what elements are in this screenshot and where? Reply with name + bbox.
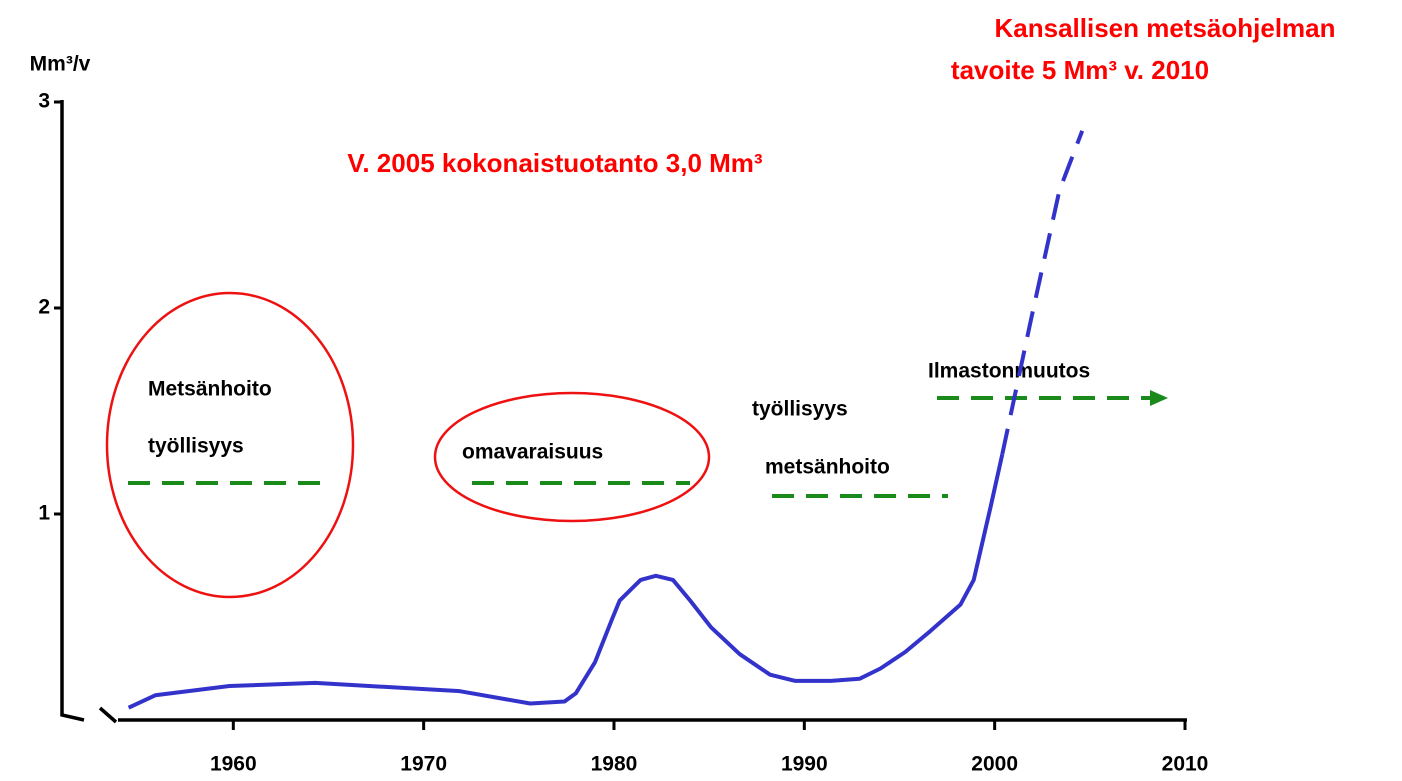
y-axis-label: Mm³/v — [30, 53, 91, 76]
annotation: metsänhoito — [765, 456, 890, 479]
x-tick-label: 2010 — [1162, 753, 1209, 776]
data-line — [1000, 130, 1085, 455]
annotation: työllisyys — [148, 435, 244, 458]
axis-break — [98, 706, 118, 724]
chart-title: tavoite 5 Mm³ v. 2010 — [951, 55, 1209, 85]
x-tick-label: 1980 — [591, 753, 638, 776]
x-tick-label: 1990 — [781, 753, 828, 776]
y-tick-label: 1 — [38, 502, 50, 525]
x-tick-label: 1960 — [210, 753, 257, 776]
annotation: omavaraisuus — [462, 441, 603, 464]
annotation: työllisyys — [752, 398, 848, 421]
arrowhead — [1150, 390, 1168, 406]
y-axis — [60, 100, 85, 722]
annotation: Ilmastonmuutos — [928, 360, 1090, 383]
chart-subtitle: V. 2005 kokonaistuotanto 3,0 Mm³ — [347, 148, 763, 178]
x-tick-label: 1970 — [400, 753, 447, 776]
y-tick-label: 3 — [38, 90, 50, 113]
ellipse — [105, 291, 355, 599]
annotation: Metsänhoito — [148, 378, 272, 401]
x-tick-label: 2000 — [971, 753, 1018, 776]
data-line — [127, 453, 1005, 710]
chart-title: Kansallisen metsäohjelman — [994, 13, 1335, 43]
y-tick-label: 2 — [38, 296, 50, 319]
ellipse — [433, 391, 711, 523]
